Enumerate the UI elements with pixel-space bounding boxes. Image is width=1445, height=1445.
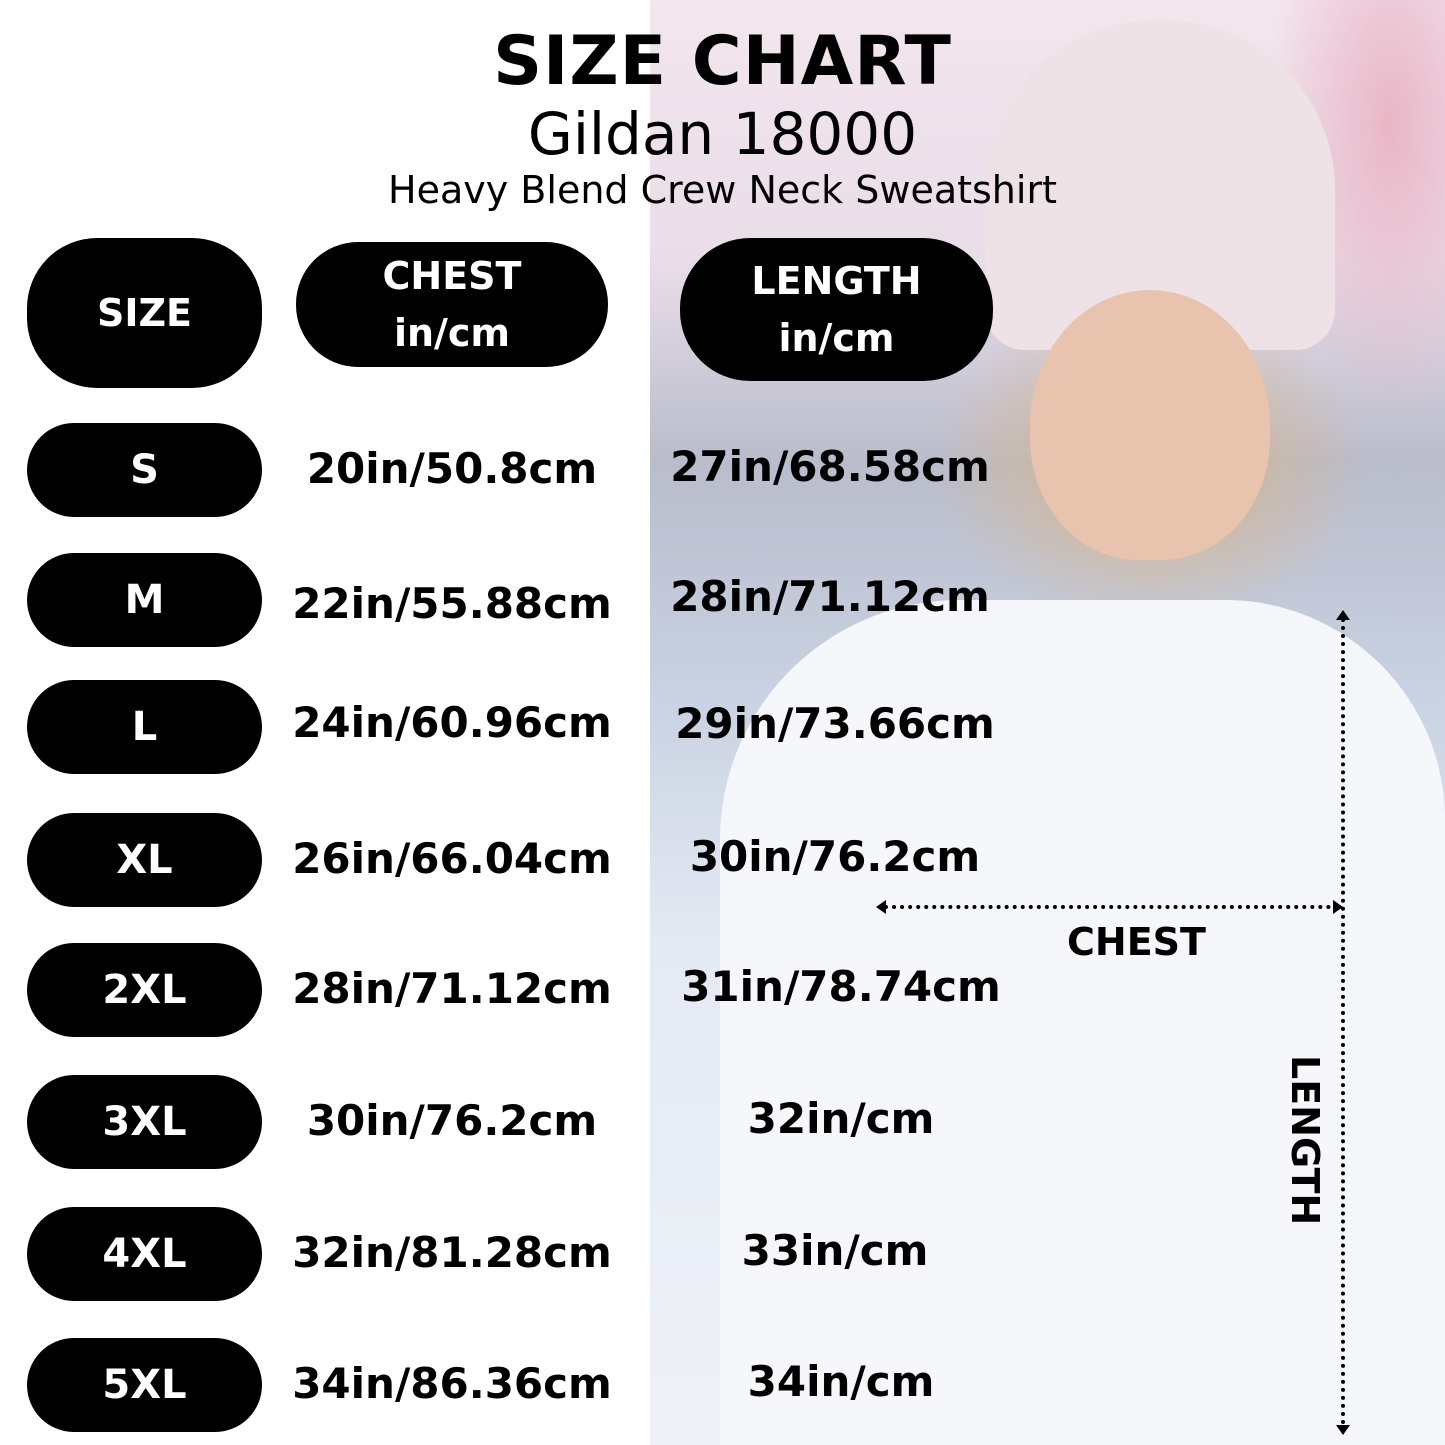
size-label: M: [124, 577, 165, 623]
arrow-left-icon: [876, 900, 886, 914]
size-pill-5XL: 5XL: [27, 1338, 262, 1432]
size-pill-2XL: 2XL: [27, 943, 262, 1037]
length-measure-line: [1341, 618, 1345, 1433]
length-value: 32in/cm: [747, 1094, 935, 1143]
arrow-up-icon: [1336, 610, 1350, 620]
sweatshirt: [720, 600, 1445, 1445]
model-face: [1030, 290, 1270, 560]
size-label: L: [131, 704, 158, 750]
chest-header-label: CHEST: [382, 253, 522, 298]
model-number: Gildan 18000: [527, 100, 918, 168]
arrow-down-icon: [1336, 1425, 1350, 1435]
size-pill-S: S: [27, 423, 262, 517]
size-label: 5XL: [102, 1362, 187, 1408]
chest-value: 28in/71.12cm: [292, 964, 612, 1013]
chest-value: 30in/76.2cm: [306, 1096, 598, 1145]
chest-value: 32in/81.28cm: [292, 1228, 612, 1277]
length-value: 30in/76.2cm: [689, 832, 981, 881]
page-title: SIZE CHART: [493, 22, 952, 101]
size-label: XL: [116, 837, 173, 883]
size-header-label: SIZE: [96, 290, 193, 335]
size-pill-M: M: [27, 553, 262, 647]
chest-measure-line: [884, 905, 1339, 909]
arrow-right-icon: [1333, 900, 1343, 914]
length-value: 31in/78.74cm: [681, 962, 1001, 1011]
length-value: 34in/cm: [747, 1357, 935, 1406]
size-header: SIZE: [27, 238, 262, 388]
size-pill-L: L: [27, 680, 262, 774]
length-value: 33in/cm: [741, 1226, 929, 1275]
size-pill-XL: XL: [27, 813, 262, 907]
length-value: 29in/73.66cm: [675, 699, 995, 748]
product-name: Heavy Blend Crew Neck Sweatshirt: [388, 168, 1057, 212]
size-label: S: [130, 447, 159, 493]
size-label: 4XL: [102, 1231, 187, 1277]
length-header-label: LENGTH: [751, 258, 922, 303]
chest-value: 34in/86.36cm: [292, 1359, 612, 1408]
chest-value: 26in/66.04cm: [292, 834, 612, 883]
length-value: 27in/68.58cm: [670, 442, 990, 491]
size-label: 2XL: [102, 967, 187, 1013]
length-header-unit: in/cm: [778, 315, 895, 360]
chest-value: 22in/55.88cm: [292, 579, 612, 628]
chest-header: CHEST in/cm: [296, 242, 608, 367]
size-label: 3XL: [102, 1099, 187, 1145]
size-pill-4XL: 4XL: [27, 1207, 262, 1301]
length-header: LENGTH in/cm: [680, 238, 993, 381]
length-value: 28in/71.12cm: [670, 572, 990, 621]
chest-header-unit: in/cm: [393, 310, 511, 355]
length-diagram-label: LENGTH: [1283, 1055, 1327, 1226]
size-pill-3XL: 3XL: [27, 1075, 262, 1169]
chest-value: 20in/50.8cm: [306, 444, 598, 493]
chest-diagram-label: CHEST: [1067, 920, 1206, 964]
chest-value: 24in/60.96cm: [292, 698, 612, 747]
